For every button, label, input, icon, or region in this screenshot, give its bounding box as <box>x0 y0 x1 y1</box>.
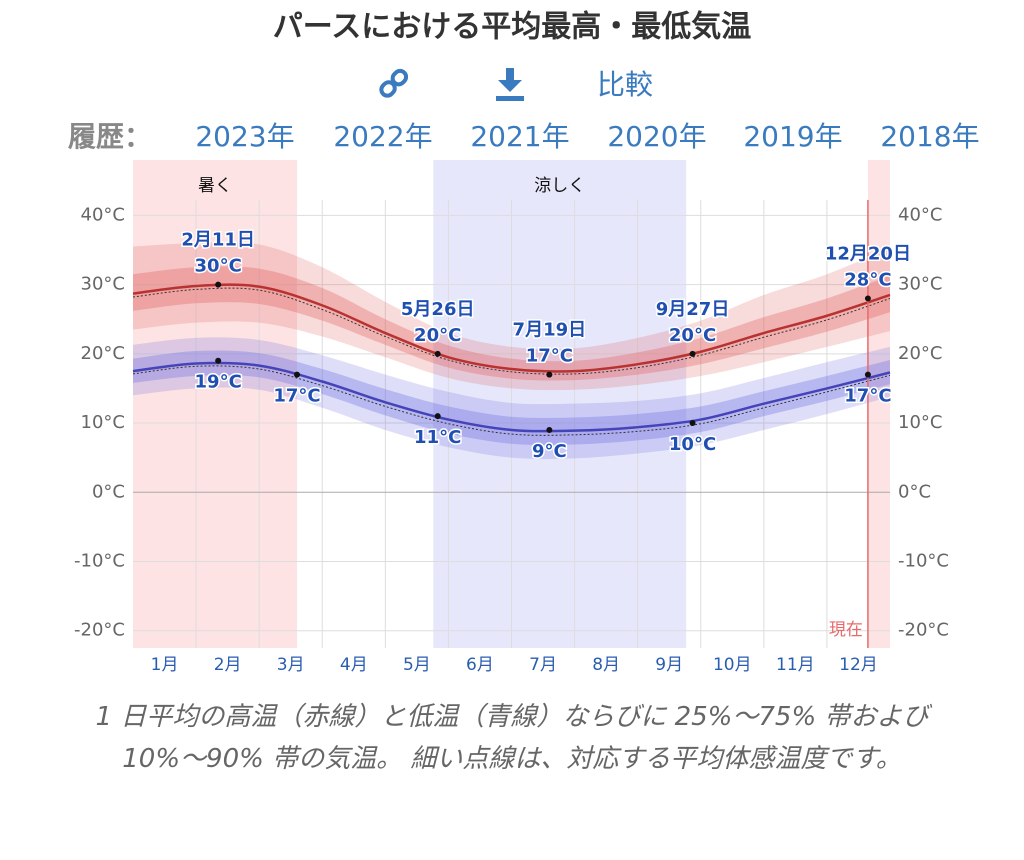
annotation-point <box>546 426 553 433</box>
compare-link[interactable]: 比較 <box>597 68 653 101</box>
annotation-value: 30°C <box>195 256 242 277</box>
series-line <box>132 361 891 433</box>
annotation-value: 17°C <box>526 346 573 367</box>
annotation-point <box>864 371 871 378</box>
page-title: パースにおける平均最高・最低気温 <box>273 10 752 45</box>
download-icon[interactable] <box>496 68 524 101</box>
annotation-point <box>434 413 441 420</box>
y-tick-label: 0°C <box>92 481 125 502</box>
y2-tick-label: 20°C <box>898 343 942 364</box>
x-tick-label: 6月 <box>466 655 494 675</box>
y2-tick-label: 30°C <box>898 274 942 295</box>
apparent-line <box>132 365 891 436</box>
y-tick-label: 30°C <box>81 274 125 295</box>
season-region <box>433 160 687 648</box>
x-tick-label: 2月 <box>214 655 242 675</box>
annotation-date: 9月27日 <box>656 299 730 320</box>
annotation-date: 2月11日 <box>181 230 255 251</box>
year-link[interactable]: 2022年 <box>333 120 432 153</box>
annotation-value: 11°C <box>414 427 461 448</box>
season-label: 暑く <box>198 176 232 196</box>
y2-tick-label: 10°C <box>898 412 942 433</box>
annotation-point <box>215 357 222 364</box>
annotation-date: 7月19日 <box>513 320 587 341</box>
x-tick-label: 12月 <box>839 655 878 675</box>
annotation-point <box>434 350 441 357</box>
season-label: 涼しく <box>534 176 585 196</box>
x-tick-label: 5月 <box>403 655 431 675</box>
plot: 暑く 涼しく -20°C -20°C -10°C -10°C 0°C 0°C 10°C 10°C 2… <box>74 160 949 675</box>
x-tick-label: 1月 <box>151 655 179 675</box>
annotation-point <box>546 371 553 378</box>
y-tick-label: 10°C <box>81 412 125 433</box>
link-icon[interactable] <box>379 68 409 98</box>
x-tick-label: 4月 <box>340 655 368 675</box>
year-link[interactable]: 2023年 <box>195 120 294 153</box>
y2-tick-label: 40°C <box>898 204 942 225</box>
annotation-point <box>689 350 696 357</box>
annotation-date: 12月20日 <box>825 243 911 264</box>
y2-tick-label: 0°C <box>898 481 931 502</box>
season-region <box>133 160 298 648</box>
year-links: 2023年 2022年 2021年 2020年 2019年 2018年 <box>195 120 979 153</box>
annotation-value: 17°C <box>273 386 320 407</box>
annotation-date: 5月26日 <box>401 299 475 320</box>
chart: パースにおける平均最高・最低気温 比較 履歴： 2023年 2022年 2021年 2… <box>68 10 980 676</box>
year-link[interactable]: 2021年 <box>470 120 569 153</box>
annotation-value: 28°C <box>844 269 891 290</box>
x-tick-label: 9月 <box>655 655 683 675</box>
y-tick-label: -20°C <box>74 620 125 641</box>
annotation-point <box>689 420 696 427</box>
annotation-point <box>215 281 222 288</box>
history-label: 履歴： <box>68 120 152 153</box>
annotation-point <box>294 371 301 378</box>
percentile-band <box>133 337 890 459</box>
annotation-value: 17°C <box>844 386 891 407</box>
year-link[interactable]: 2019年 <box>743 120 842 153</box>
year-link[interactable]: 2020年 <box>607 120 706 153</box>
y2-tick-label: -20°C <box>898 620 949 641</box>
series-line <box>132 283 891 373</box>
caption: 1 日平均の高温（赤線）と低温（青線）ならびに 25%〜75% 帯および 10%… <box>95 702 929 774</box>
percentile-band <box>133 242 890 391</box>
percentile-band <box>133 350 890 446</box>
y-tick-label: -10°C <box>74 550 125 571</box>
y-tick-label: 40°C <box>81 204 125 225</box>
annotation-value: 19°C <box>195 372 242 393</box>
x-tick-label: 3月 <box>277 655 305 675</box>
annotation-value: 20°C <box>414 325 461 346</box>
x-tick-label: 8月 <box>592 655 620 675</box>
y-tick-label: 20°C <box>81 343 125 364</box>
annotation-value: 10°C <box>669 434 716 455</box>
x-tick-label: 10月 <box>713 655 752 675</box>
annotation-value: 9°C <box>532 441 567 462</box>
apparent-line <box>132 287 891 375</box>
x-tick-label: 11月 <box>776 655 815 675</box>
x-tick-label: 7月 <box>529 655 557 675</box>
annotation-value: 20°C <box>669 325 716 346</box>
annotation-point <box>864 295 871 302</box>
y2-tick-label: -10°C <box>898 550 949 571</box>
season-region <box>867 160 890 648</box>
year-link[interactable]: 2018年 <box>880 120 979 153</box>
current-label: 現在 <box>829 620 863 640</box>
